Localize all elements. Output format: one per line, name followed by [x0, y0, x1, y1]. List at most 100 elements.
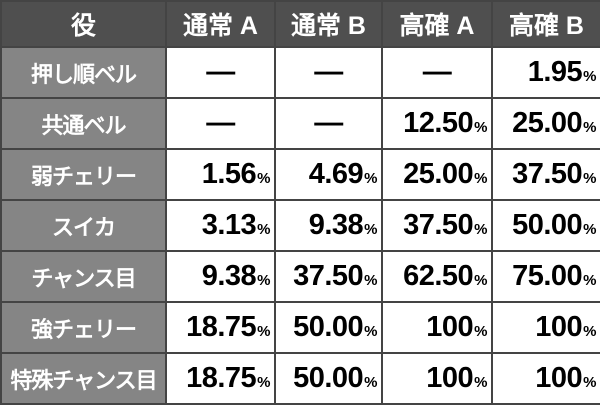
value-text: 1.95 — [527, 56, 583, 88]
value-cell: 75.00% — [491, 250, 600, 303]
value-text: 9.38 — [308, 209, 364, 241]
value-text: 18.75 — [186, 311, 257, 343]
value-text: 62.50 — [403, 260, 474, 292]
percent-unit: % — [474, 170, 487, 187]
value-cell: 9.38% — [165, 250, 276, 303]
table-row: チャンス目 9.38% 37.50% 62.50% 75.00% — [0, 250, 600, 303]
value-text: 50.00 — [512, 209, 583, 241]
value-cell: 50.00% — [491, 199, 600, 252]
value-text: 12.50 — [403, 107, 474, 139]
value-cell: 50.00% — [274, 301, 383, 354]
value-text: 100 — [426, 311, 474, 343]
percent-unit: % — [583, 323, 596, 340]
value-text: 37.50 — [512, 158, 583, 190]
value-cell: 100% — [491, 352, 600, 405]
value-text: 50.00 — [293, 311, 364, 343]
value-text: — — [422, 56, 452, 88]
value-cell: 25.00% — [381, 148, 493, 201]
value-cell: 37.50% — [381, 199, 493, 252]
percent-unit: % — [583, 119, 596, 136]
value-cell: 37.50% — [491, 148, 600, 201]
value-text: — — [206, 56, 235, 88]
percent-unit: % — [474, 323, 487, 340]
header-col: 通常 B — [274, 0, 383, 48]
table-row: 強チェリー 18.75% 50.00% 100% 100% — [0, 301, 600, 354]
value-text: 100 — [535, 362, 583, 394]
row-label: 押し順ベル — [0, 46, 167, 99]
row-label: 弱チェリー — [0, 148, 167, 201]
value-text: 37.50 — [293, 260, 364, 292]
value-cell: — — [381, 46, 493, 99]
value-cell: 9.38% — [274, 199, 383, 252]
value-cell: 18.75% — [165, 352, 276, 405]
percent-unit: % — [364, 323, 377, 340]
percent-unit: % — [474, 374, 487, 391]
header-col: 高確 A — [381, 0, 493, 48]
value-text: 25.00 — [512, 107, 583, 139]
percent-unit: % — [583, 374, 596, 391]
value-cell: 1.95% — [491, 46, 600, 99]
percent-unit: % — [364, 272, 377, 289]
row-label: 特殊チャンス目 — [0, 352, 167, 405]
percent-unit: % — [583, 221, 596, 238]
value-cell: 100% — [381, 301, 493, 354]
percent-unit: % — [474, 272, 487, 289]
table-row: 共通ベル — —12.50% 25.00% — [0, 97, 600, 150]
table-row: スイカ 3.13% 9.38% 37.50% 50.00% — [0, 199, 600, 252]
value-text: 18.75 — [186, 362, 257, 394]
value-text: 25.00 — [403, 158, 474, 190]
value-text: 100 — [535, 311, 583, 343]
percent-unit: % — [257, 272, 270, 289]
percent-unit: % — [364, 221, 377, 238]
percent-unit: % — [257, 323, 270, 340]
value-cell: 18.75% — [165, 301, 276, 354]
value-cell: 3.13% — [165, 199, 276, 252]
value-cell: 4.69% — [274, 148, 383, 201]
value-cell: — — [165, 46, 276, 99]
row-label: 強チェリー — [0, 301, 167, 354]
value-text: — — [314, 107, 343, 139]
table-row: 弱チェリー 1.56% 4.69% 25.00% 37.50% — [0, 148, 600, 201]
percent-unit: % — [257, 221, 270, 238]
percent-unit: % — [364, 374, 377, 391]
percent-unit: % — [583, 68, 596, 85]
value-text: 1.56 — [201, 158, 257, 190]
percent-unit: % — [257, 374, 270, 391]
percent-unit: % — [364, 170, 377, 187]
row-label: スイカ — [0, 199, 167, 252]
value-text: 100 — [426, 362, 474, 394]
value-cell: 100% — [381, 352, 493, 405]
value-text: — — [206, 107, 235, 139]
percent-unit: % — [583, 272, 596, 289]
value-text: 75.00 — [512, 260, 583, 292]
value-cell: 37.50% — [274, 250, 383, 303]
value-cell: 62.50% — [381, 250, 493, 303]
value-text: 9.38 — [201, 260, 257, 292]
table-row: 特殊チャンス目 18.75% 50.00% 100% 100% — [0, 352, 600, 405]
percent-unit: % — [474, 119, 487, 136]
value-cell: 1.56% — [165, 148, 276, 201]
row-label: 共通ベル — [0, 97, 167, 150]
row-label: チャンス目 — [0, 250, 167, 303]
value-cell: 100% — [491, 301, 600, 354]
percent-unit: % — [257, 170, 270, 187]
header-role: 役 — [0, 0, 167, 48]
value-cell: 25.00% — [491, 97, 600, 150]
value-text: 37.50 — [403, 209, 474, 241]
value-cell: 50.00% — [274, 352, 383, 405]
header-row: 役通常 A 通常 B 高確 A 高確 B — [0, 0, 600, 48]
value-text: 50.00 — [293, 362, 364, 394]
header-col: 高確 B — [491, 0, 600, 48]
value-cell: — — [165, 97, 276, 150]
percent-unit: % — [474, 221, 487, 238]
value-cell: — — [274, 46, 383, 99]
value-text: 4.69 — [308, 158, 364, 190]
table-row: 押し順ベル — — — 1.95% — [0, 46, 600, 99]
value-text: — — [314, 56, 343, 88]
value-text: 3.13 — [201, 209, 257, 241]
value-cell: — — [274, 97, 383, 150]
value-cell: 12.50% — [381, 97, 493, 150]
header-col: 通常 A — [165, 0, 276, 48]
percent-unit: % — [583, 170, 596, 187]
